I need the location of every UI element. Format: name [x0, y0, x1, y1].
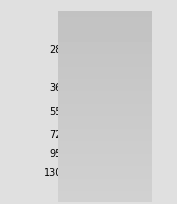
Text: 55: 55	[49, 107, 62, 117]
Text: 28: 28	[50, 45, 62, 55]
Text: 95: 95	[50, 148, 62, 158]
Ellipse shape	[96, 106, 111, 114]
Text: 36: 36	[50, 82, 62, 92]
Bar	[67, 24, 140, 182]
Text: 130: 130	[44, 167, 62, 177]
Text: 72: 72	[49, 130, 62, 139]
Text: (+): (+)	[106, 27, 122, 37]
Text: (-): (-)	[88, 27, 99, 37]
Polygon shape	[121, 106, 132, 114]
